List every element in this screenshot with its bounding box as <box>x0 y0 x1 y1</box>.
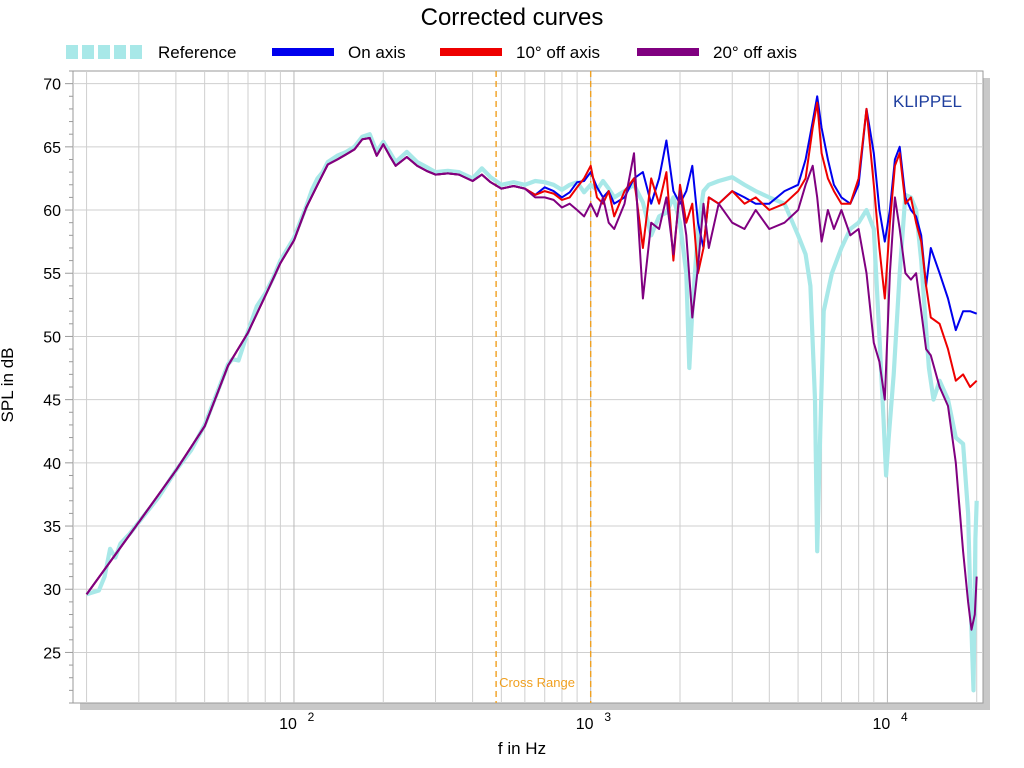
y-tick-label: 45 <box>43 393 61 410</box>
series-line-off-20 <box>85 137 978 631</box>
legend-swatch-off-20 <box>637 48 699 56</box>
y-tick-label: 50 <box>43 329 61 346</box>
legend-swatch-reference <box>130 45 142 59</box>
legend-swatch-off-10 <box>440 48 502 56</box>
grid <box>65 70 983 704</box>
y-tick-label: 40 <box>43 456 61 473</box>
y-tick-label: 70 <box>43 77 61 94</box>
chart-title: Corrected curves <box>421 4 604 31</box>
legend: Reference On axis 10° off axis 20° off axis <box>66 43 797 62</box>
y-tick-label: 65 <box>43 140 61 157</box>
cross-range: Cross Range <box>495 71 592 703</box>
cross-range-label: Cross Range <box>499 675 575 690</box>
x-tick-exponent: 3 <box>604 710 611 724</box>
legend-swatch-reference <box>66 45 78 59</box>
legend-swatch-reference <box>114 45 126 59</box>
y-tick-label: 25 <box>43 645 61 662</box>
y-tick-label: 35 <box>43 519 61 536</box>
y-tick-label: 30 <box>43 582 61 599</box>
y-axis-label: SPL in dB <box>0 348 17 423</box>
y-axis: 25 30 35 40 45 50 55 60 65 70 <box>43 77 61 663</box>
x-tick-label: 10 <box>576 716 594 733</box>
x-axis-label: f in Hz <box>498 739 546 758</box>
x-tick-exponent: 2 <box>308 710 315 724</box>
y-tick-label: 55 <box>43 266 61 283</box>
legend-swatch-reference <box>98 45 110 59</box>
x-axis: 10 2 10 3 10 4 <box>279 710 908 733</box>
legend-label-off-20: 20° off axis <box>713 43 797 62</box>
legend-label-reference: Reference <box>158 43 236 62</box>
legend-label-on-axis: On axis <box>348 43 406 62</box>
y-tick-label: 60 <box>43 203 61 220</box>
x-tick-label: 10 <box>279 716 297 733</box>
legend-swatch-on-axis <box>272 48 334 56</box>
x-tick-exponent: 4 <box>901 710 908 724</box>
klippel-watermark: KLIPPEL <box>893 92 962 111</box>
plot-area <box>72 70 984 704</box>
legend-swatch-reference <box>82 45 94 59</box>
series-layer <box>85 95 979 693</box>
x-tick-label: 10 <box>872 716 890 733</box>
legend-label-off-10: 10° off axis <box>516 43 600 62</box>
